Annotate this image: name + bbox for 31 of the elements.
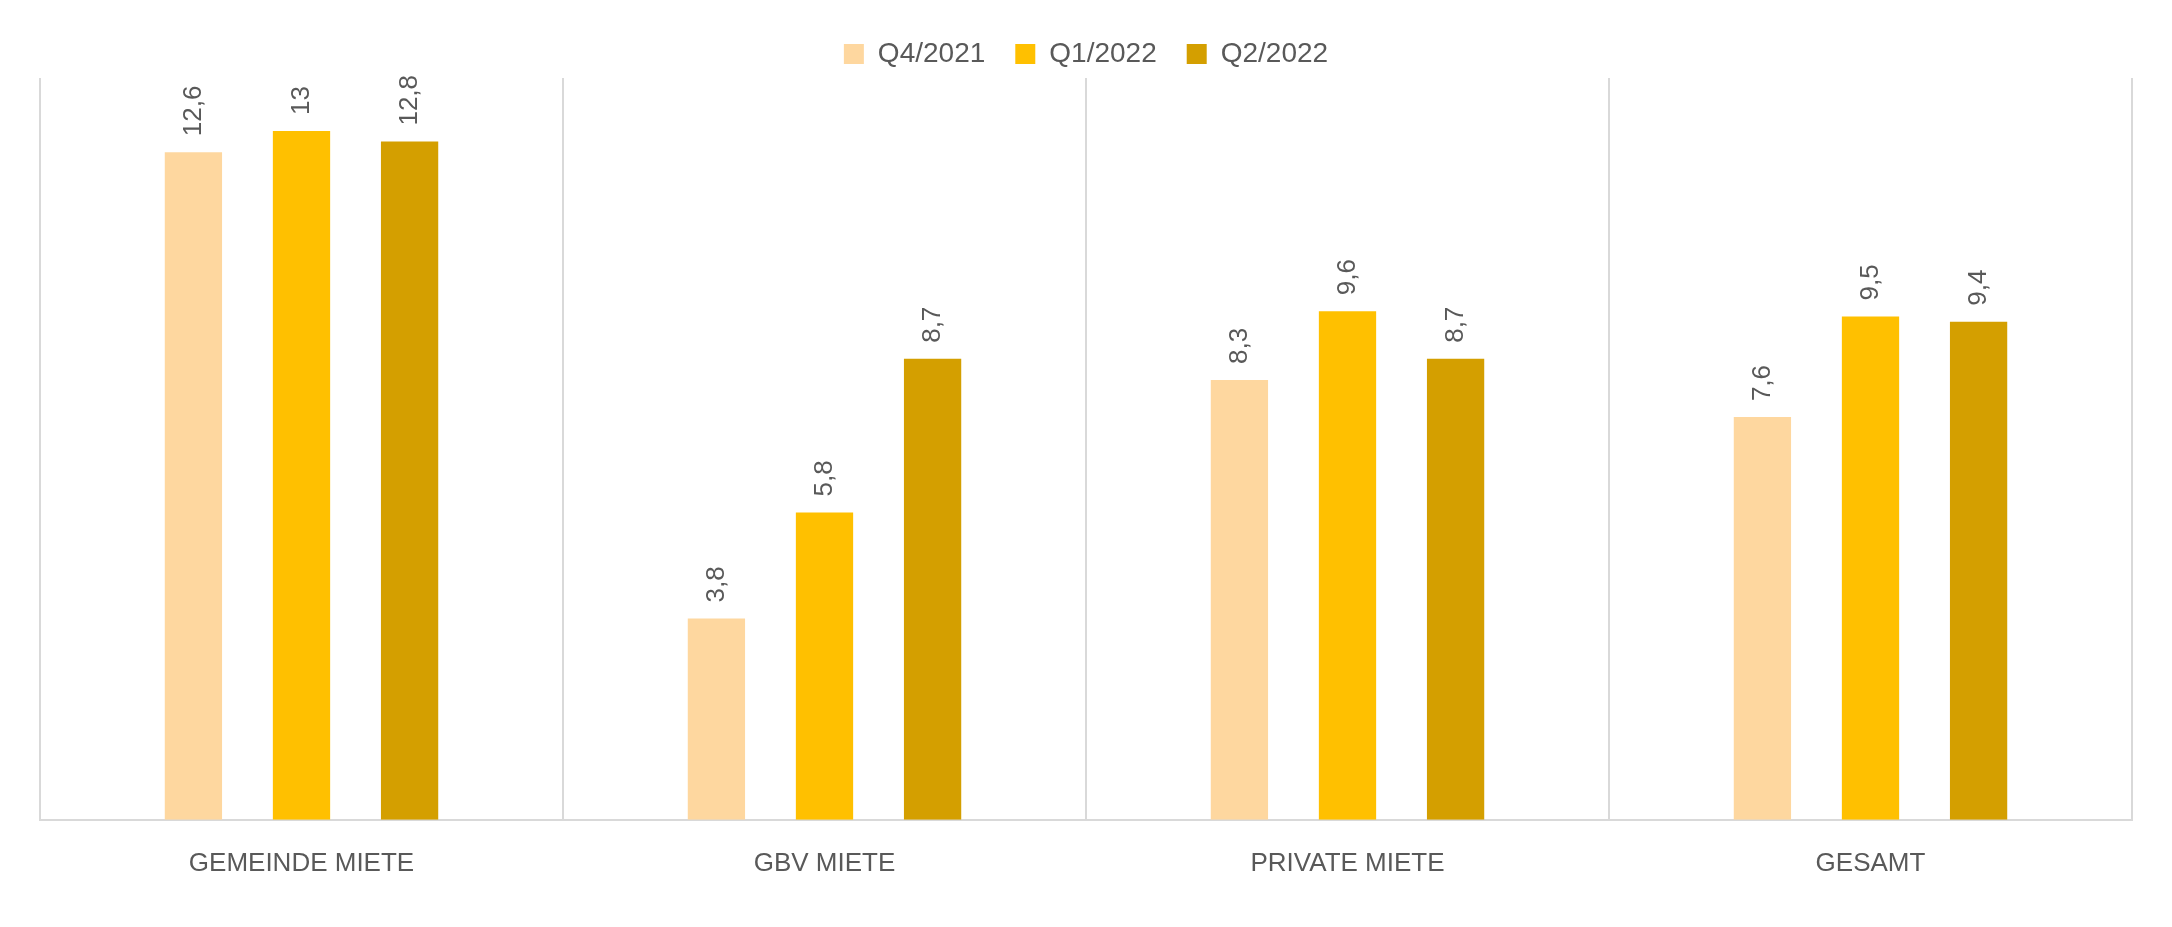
bar <box>1949 321 2008 820</box>
legend-label: Q2/2022 <box>1220 36 1329 68</box>
data-label: 3,8 <box>699 566 730 603</box>
bar <box>164 152 223 820</box>
data-label: 8,7 <box>915 306 946 343</box>
data-label: 13 <box>284 86 315 115</box>
bar <box>903 358 962 820</box>
bar <box>272 130 331 820</box>
bar <box>1210 380 1269 820</box>
data-label: 9,6 <box>1330 258 1361 296</box>
x-tick-label: PRIVATE MIETE <box>1250 846 1445 877</box>
bar <box>1426 358 1485 820</box>
data-label: 5,8 <box>807 460 838 497</box>
x-tick-label: GESAMT <box>1815 846 1926 877</box>
data-label: 12,8 <box>392 74 423 126</box>
data-label: 9,5 <box>1853 264 1884 301</box>
bar <box>1841 316 1900 820</box>
legend-label: Q4/2021 <box>877 36 986 68</box>
legend-label: Q1/2022 <box>1049 36 1157 68</box>
bar <box>1318 311 1377 820</box>
x-tick-label: GEMEINDE MIETE <box>188 846 415 877</box>
bar <box>380 141 439 820</box>
bar <box>687 618 746 820</box>
data-label: 8,3 <box>1222 327 1253 365</box>
data-label: 7,6 <box>1745 364 1776 402</box>
data-label: 9,4 <box>1961 269 1992 306</box>
bar <box>1733 417 1792 820</box>
data-label: 12,6 <box>176 85 207 137</box>
bar <box>795 512 854 820</box>
x-tick-label: GBV MIETE <box>753 846 896 877</box>
data-label: 8,7 <box>1438 306 1469 343</box>
